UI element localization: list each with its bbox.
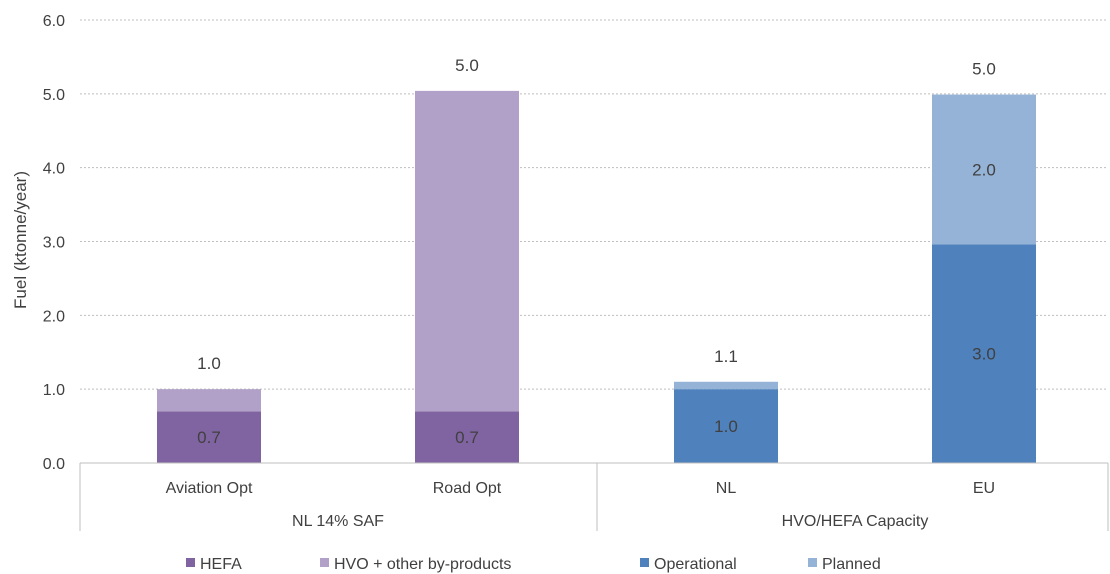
bar-segment bbox=[157, 389, 261, 412]
total-value-label: 5.0 bbox=[972, 60, 996, 79]
total-value-label: 1.0 bbox=[197, 354, 221, 373]
legend-item: HEFA bbox=[186, 556, 242, 573]
total-value-label: 5.0 bbox=[455, 56, 479, 75]
x-category-label: Aviation Opt bbox=[166, 480, 253, 497]
bar-segment bbox=[932, 94, 1036, 245]
x-axis: Aviation Opt Road Opt NL EU NL 14% SAF HVO/HE… bbox=[79, 462, 1109, 531]
legend-label: HVO + other by-products bbox=[334, 556, 511, 573]
legend-label: HEFA bbox=[200, 556, 242, 573]
data-labels: 0.7 0.7 1.0 3.0 2.0 1.0 5.0 1.1 5.0 bbox=[197, 56, 996, 447]
x-category-label: Road Opt bbox=[433, 480, 502, 497]
y-tick-label: 5.0 bbox=[43, 87, 65, 104]
y-tick-label: 1.0 bbox=[43, 382, 65, 399]
y-axis-ticks: 0.0 1.0 2.0 3.0 4.0 5.0 6.0 bbox=[43, 13, 65, 473]
legend-swatch bbox=[808, 558, 817, 567]
y-axis-title: Fuel (ktonne/year) bbox=[11, 171, 30, 309]
y-tick-label: 3.0 bbox=[43, 235, 65, 252]
legend-item: Planned bbox=[808, 556, 881, 573]
bar-segment bbox=[415, 90, 519, 412]
segment-value-label: 1.0 bbox=[714, 417, 738, 436]
bar-segment bbox=[674, 381, 778, 390]
legend-label: Planned bbox=[822, 556, 881, 573]
bar-segment bbox=[415, 411, 519, 463]
segment-value-label: 3.0 bbox=[972, 345, 996, 364]
x-category-label: NL bbox=[716, 480, 737, 497]
y-tick-label: 2.0 bbox=[43, 308, 65, 325]
x-group-label: HVO/HEFA Capacity bbox=[782, 513, 929, 530]
x-group-label: NL 14% SAF bbox=[292, 513, 384, 530]
legend: HEFA HVO + other by-products Operational Pl… bbox=[186, 556, 881, 573]
legend-label: Operational bbox=[654, 556, 737, 573]
y-tick-label: 0.0 bbox=[43, 456, 65, 473]
total-value-label: 1.1 bbox=[714, 347, 738, 366]
legend-swatch bbox=[186, 558, 195, 567]
legend-swatch bbox=[640, 558, 649, 567]
legend-swatch bbox=[320, 558, 329, 567]
y-tick-label: 6.0 bbox=[43, 13, 65, 30]
segment-value-label: 0.7 bbox=[197, 428, 221, 447]
bars bbox=[157, 90, 1036, 463]
legend-item: Operational bbox=[640, 556, 737, 573]
bar-segment bbox=[674, 389, 778, 463]
bar-segment bbox=[157, 411, 261, 463]
legend-item: HVO + other by-products bbox=[320, 556, 511, 573]
x-category-label: EU bbox=[973, 480, 995, 497]
segment-value-label: 2.0 bbox=[972, 161, 996, 180]
y-tick-label: 4.0 bbox=[43, 161, 65, 178]
segment-value-label: 0.7 bbox=[455, 428, 479, 447]
bar-segment bbox=[932, 244, 1036, 463]
